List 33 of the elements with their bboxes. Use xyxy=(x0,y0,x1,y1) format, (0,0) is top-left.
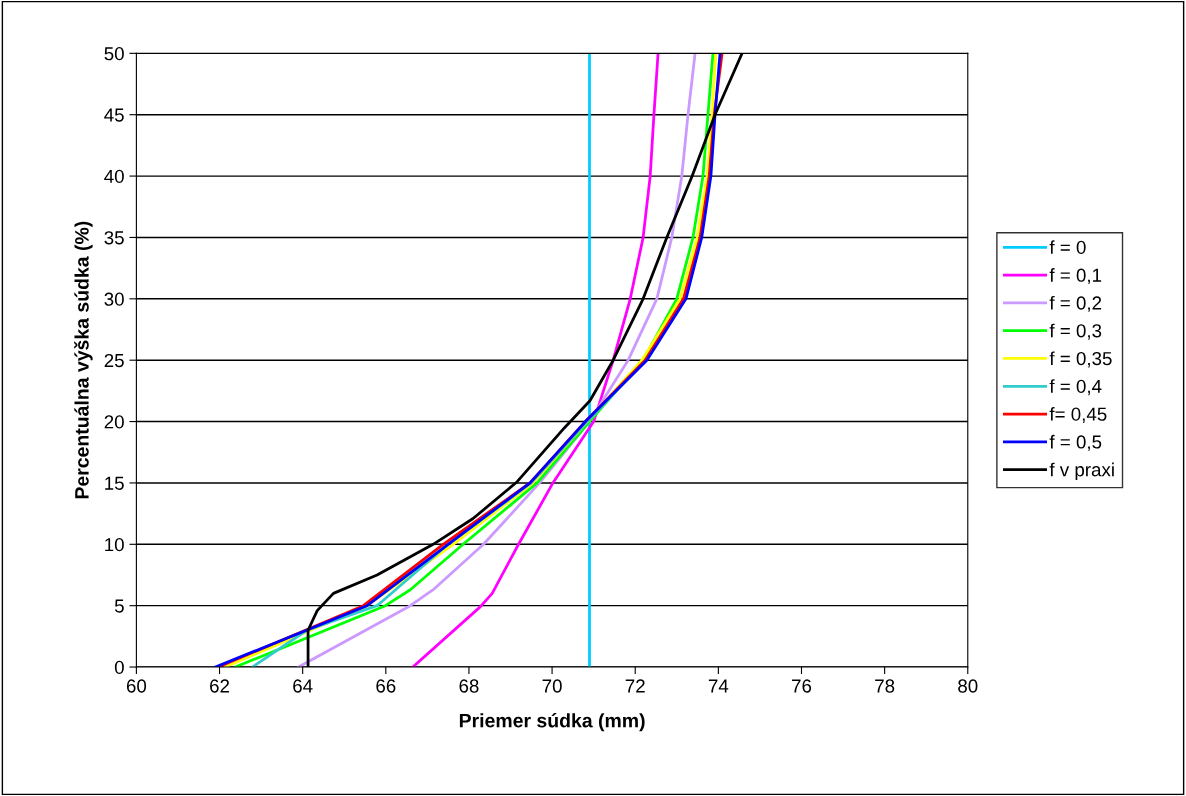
x-tick-label: 80 xyxy=(958,679,978,693)
y-tick-label: 0 xyxy=(114,660,124,675)
x-tick-label: 74 xyxy=(708,679,729,693)
y-tick-label: 50 xyxy=(104,47,124,61)
x-tick-label: 76 xyxy=(792,679,812,693)
y-tick-label: 35 xyxy=(104,231,124,245)
y-tick-label: 30 xyxy=(104,292,124,306)
x-tick-label: 78 xyxy=(875,679,895,693)
legend-label: f = 0,5 xyxy=(1049,434,1102,451)
y-tick-label: 45 xyxy=(104,108,124,122)
x-tick-label: 66 xyxy=(376,679,396,693)
x-tick-label: 60 xyxy=(126,679,147,693)
legend-label: f = 0,35 xyxy=(1049,351,1112,368)
x-tick-label: 72 xyxy=(625,679,645,693)
x-tick-label: 62 xyxy=(210,679,230,693)
y-tick-label: 15 xyxy=(105,476,124,490)
x-tick-label: 70 xyxy=(542,679,562,693)
y-tick-label: 5 xyxy=(114,599,124,613)
legend-label: f v praxi xyxy=(1049,462,1114,481)
y-axis-title: Percentuálna výška súdka (%) xyxy=(74,221,93,499)
x-tick-label: 68 xyxy=(459,679,479,693)
y-tick-label: 25 xyxy=(104,353,124,368)
x-axis-title: Priemer súdka (mm) xyxy=(459,713,645,732)
legend-label: f = 0,1 xyxy=(1049,268,1102,285)
legend-label: f = 0,2 xyxy=(1049,295,1102,312)
x-tick-label: 64 xyxy=(293,679,313,693)
legend-label: f = 0 xyxy=(1049,240,1086,255)
legend-label: f = 0,3 xyxy=(1049,323,1102,340)
y-tick-label: 10 xyxy=(105,538,124,552)
legend-label: f= 0,45 xyxy=(1049,407,1107,424)
y-tick-label: 20 xyxy=(104,415,124,429)
legend-label: f = 0,4 xyxy=(1049,379,1102,396)
y-tick-label: 40 xyxy=(104,169,124,184)
